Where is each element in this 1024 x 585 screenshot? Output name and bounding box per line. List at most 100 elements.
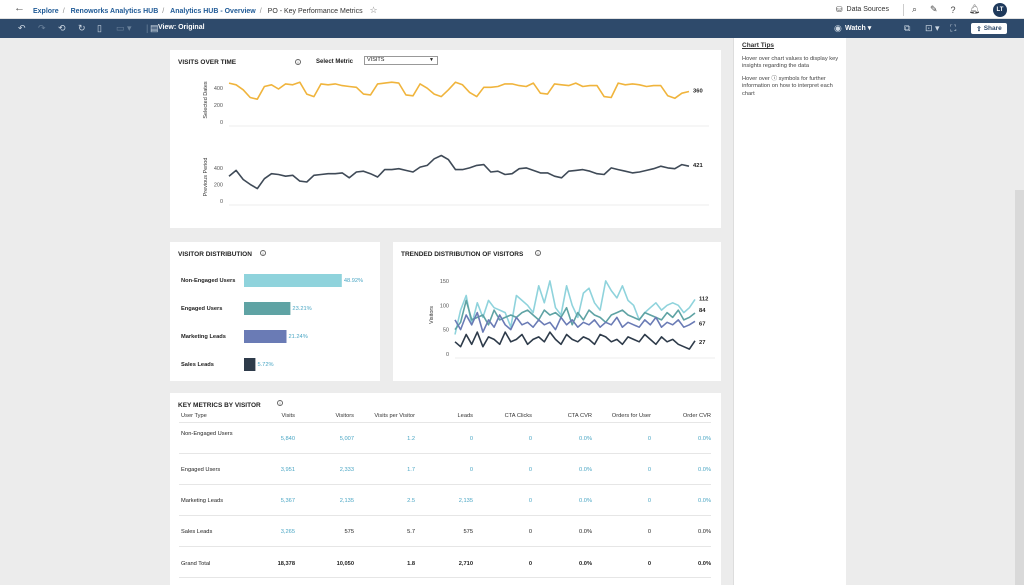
breadcrumb-current: PO - Key Performance Metrics <box>267 8 363 15</box>
view-original-button[interactable]: View: Original <box>158 24 205 31</box>
breadcrumb: Explore / Renoworks Analytics HUB / Analyt… <box>33 5 378 15</box>
fullscreen-icon[interactable]: ⛶ <box>950 23 957 33</box>
table-cell: 1.8 <box>407 561 415 567</box>
row-label: Grand Total <box>181 561 211 567</box>
visits-over-time-chart: 0 200 400 Selected Dates 360 0 200 400 Previous … <box>203 81 709 206</box>
chevron-down-icon: ▼ <box>429 57 434 63</box>
table-cell: 575 <box>344 529 355 535</box>
bar-value-label: 5.72% <box>257 362 273 368</box>
top-bar: ← Explore / Renoworks Analytics HUB / Anal… <box>0 0 1024 19</box>
series-line <box>454 311 696 333</box>
watch-button[interactable]: Watch ▾ <box>845 25 872 32</box>
table-cell: 0 <box>528 436 532 442</box>
column-header: CTA Clicks <box>504 413 532 419</box>
table-cell: 575 <box>463 529 474 535</box>
search-icon[interactable]: ⌕ <box>911 4 917 14</box>
panel-title: VISITOR DISTRIBUTION <box>178 251 252 258</box>
help-icon[interactable]: ? <box>950 4 956 15</box>
y-tick-label: 0 <box>220 199 223 205</box>
pause-icon[interactable]: ▯ <box>97 23 102 33</box>
table-cell: 0.0% <box>698 561 711 567</box>
column-header: Leads <box>457 413 474 419</box>
share-icon: ⇪ <box>976 25 982 33</box>
table-cell: 0 <box>528 561 532 567</box>
refresh-icon[interactable]: ↻ <box>78 23 86 33</box>
scrollbar[interactable] <box>1015 190 1024 585</box>
table-cell: 0.0% <box>579 498 592 504</box>
revert-icon[interactable]: ⟲ <box>58 23 66 33</box>
trended-distribution-chart: 0 50 100 150 Visitors 112 84 67 27 <box>429 279 715 359</box>
end-value-label: 27 <box>699 340 705 346</box>
undo-icon[interactable]: ↶ <box>18 23 26 33</box>
table-cell: 0.0% <box>579 561 592 567</box>
chart-tips-title: Chart Tips <box>742 42 775 49</box>
table-cell: 0.0% <box>579 467 592 473</box>
table-cell: 0.0% <box>579 529 592 535</box>
info-icon[interactable]: i <box>260 250 266 256</box>
bar <box>244 274 342 287</box>
bell-icon[interactable]: 🔔︎ <box>968 4 980 14</box>
data-sources-button[interactable]: ⛁ Data Sources <box>836 5 889 14</box>
data-sources-label: Data Sources <box>846 6 889 13</box>
select-metric-label: Select Metric <box>316 59 354 65</box>
table-cell: 1.2 <box>407 436 415 442</box>
bar-category-label: Non-Engaged Users <box>181 278 235 284</box>
breadcrumb-hub-overview[interactable]: Analytics HUB - Overview <box>170 8 256 15</box>
y-tick-label: 200 <box>214 182 223 188</box>
edit-icon[interactable]: ✎ <box>930 4 938 14</box>
table-cell: 0 <box>528 498 532 504</box>
column-header: Visitors <box>335 413 354 419</box>
metric-dropdown[interactable]: VISITS ▼ <box>364 56 438 65</box>
table-cell: 2,333 <box>339 467 354 473</box>
breadcrumb-renoworks-hub[interactable]: Renoworks Analytics HUB <box>70 8 159 15</box>
row-label: Marketing Leads <box>181 498 224 504</box>
table-cell: 0.0% <box>698 436 711 442</box>
table-row: Non-Engaged Users 5,840 5,007 1.2 0 0 0.0% 0 0.0… <box>179 423 711 454</box>
table-cell: 3,265 <box>280 529 295 535</box>
share-button[interactable]: ⇪ Share <box>971 23 1007 34</box>
table-cell: 0.0% <box>579 436 592 442</box>
bar <box>244 302 291 315</box>
column-header: Visits <box>281 413 296 419</box>
table-cell: 0 <box>647 561 651 567</box>
row-label: Engaged Users <box>181 467 221 473</box>
end-value-label: 112 <box>699 296 708 302</box>
metric-dropdown-value: VISITS <box>367 57 385 63</box>
visitor-distribution-chart: Non-Engaged Users 48.92% Engaged Users 23.2… <box>181 274 363 371</box>
star-icon[interactable]: ☆ <box>369 5 378 15</box>
y-tick-label: 50 <box>443 328 449 334</box>
avatar[interactable]: LT <box>993 2 1007 17</box>
breadcrumb-explore[interactable]: Explore <box>33 8 59 15</box>
redo-icon[interactable]: ↷ <box>38 23 46 33</box>
table-cell: 5.7 <box>407 529 415 535</box>
table-cell: 0 <box>647 529 651 535</box>
info-icon[interactable]: i <box>535 250 541 256</box>
arrow-left-icon[interactable]: ← <box>14 2 25 14</box>
table-cell: 0 <box>647 498 651 504</box>
present-icon[interactable]: ⊡ ▾ <box>925 23 940 33</box>
visits-over-time-panel: VISITS OVER TIME i Select Metric VISITS … <box>170 50 721 228</box>
chart-tips-panel: Chart Tips Hover over chart values to di… <box>733 38 846 585</box>
series-line <box>228 81 690 101</box>
info-icon[interactable]: i <box>277 400 283 406</box>
table-cell: 3,951 <box>280 467 295 473</box>
column-header: User Type <box>181 413 207 419</box>
table-cell: 0 <box>469 467 473 473</box>
y-tick-label: 150 <box>440 279 449 285</box>
info-icon[interactable]: i <box>295 59 301 65</box>
table-cell: 18,378 <box>277 561 295 567</box>
table-cell: 5,367 <box>280 498 295 504</box>
table-cell: 0.0% <box>698 467 711 473</box>
y-axis-title: Visitors <box>429 306 435 324</box>
bar <box>244 330 287 343</box>
watch-label: Watch <box>845 25 866 32</box>
table-cell: 5,007 <box>339 436 354 442</box>
table-cell: 0 <box>647 436 651 442</box>
table-cell: 2,135 <box>339 498 354 504</box>
end-value-label: 84 <box>699 308 706 314</box>
y-tick-label: 0 <box>446 352 449 358</box>
panel-title: VISITS OVER TIME <box>178 59 237 66</box>
duplicate-icon[interactable]: ⧉ <box>904 23 911 33</box>
column-header: Orders for User <box>611 413 651 419</box>
toggle-icon[interactable]: ▭ ▾ <box>116 23 132 33</box>
